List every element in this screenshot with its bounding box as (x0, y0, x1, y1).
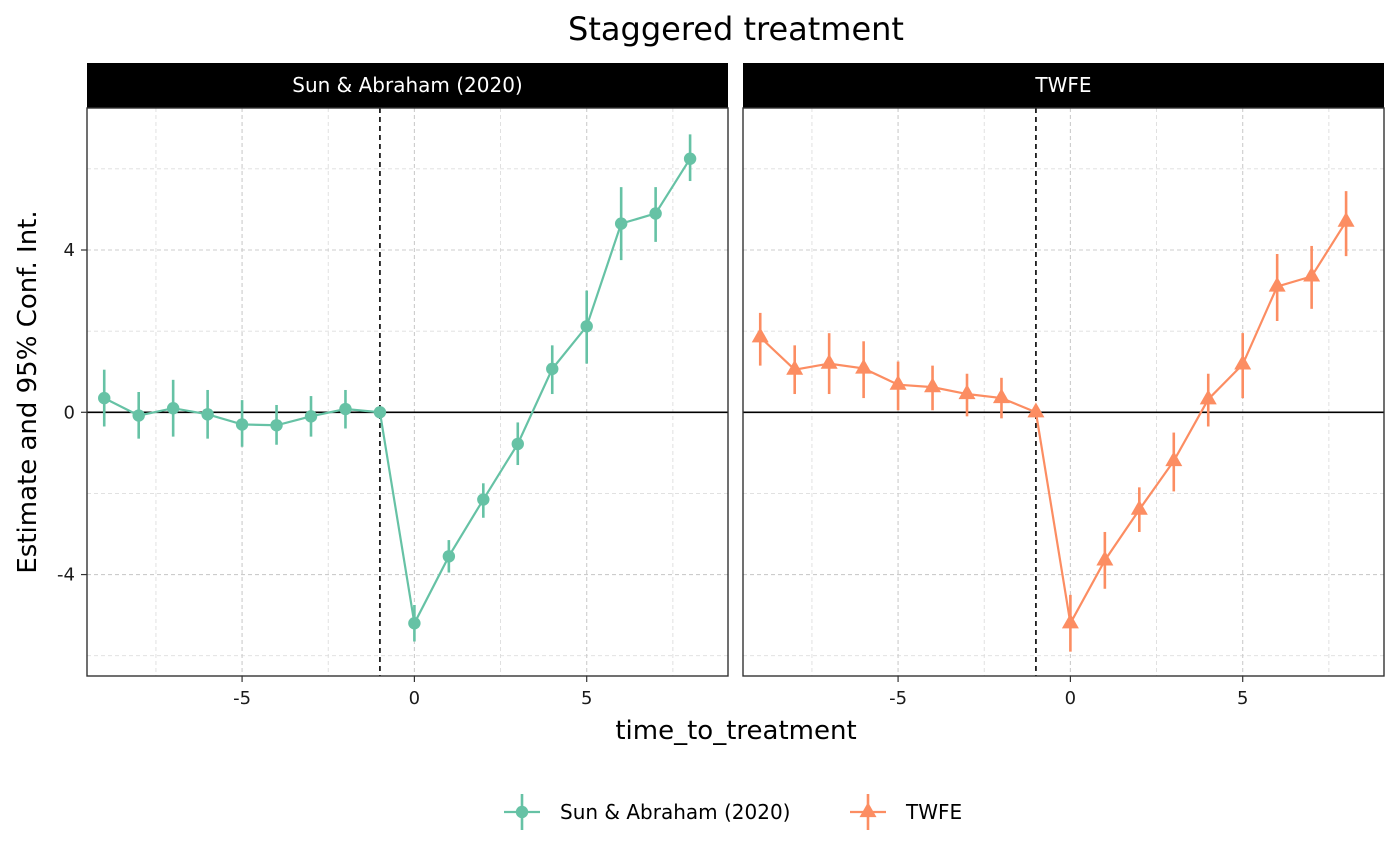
data-point (751, 327, 769, 343)
data-point (270, 419, 283, 432)
x-tick-label: 0 (409, 688, 420, 709)
legend: Sun & Abraham (2020) TWFE (504, 794, 962, 830)
data-point (98, 391, 111, 405)
data-point (580, 320, 593, 333)
data-point (614, 217, 628, 230)
data-point (442, 550, 456, 563)
data-point (201, 408, 214, 421)
data-point (1234, 354, 1252, 370)
data-point (304, 410, 318, 423)
facet-strip-label: TWFE (1034, 73, 1091, 97)
y-axis-title: Estimate and 95% Conf. Int. (13, 210, 43, 573)
y-tick-label: -4 (57, 565, 75, 586)
data-point (649, 207, 662, 220)
legend-item: Sun & Abraham (2020) (504, 794, 791, 830)
data-point (1027, 402, 1045, 418)
data-point (477, 493, 490, 506)
data-point (546, 362, 559, 376)
chart-title: Staggered treatment (568, 10, 904, 48)
data-point (855, 358, 873, 374)
data-point (1199, 389, 1217, 405)
panel-border (742, 107, 1385, 677)
panel-twfe: TWFE -5 0 5 (742, 63, 1385, 709)
data-point (820, 353, 838, 369)
facet-strip (87, 63, 728, 108)
data-point (132, 409, 145, 422)
data-point (1268, 276, 1286, 292)
legend-label: Sun & Abraham (2020) (560, 800, 791, 824)
data-point (1303, 266, 1321, 282)
data-point (992, 388, 1010, 404)
data-point (511, 437, 524, 451)
data-point (1165, 451, 1183, 467)
facet-strip (743, 63, 1384, 108)
data-point (889, 374, 907, 390)
x-tick-label: 5 (581, 688, 592, 709)
x-tick-label: 5 (1237, 688, 1248, 709)
data-point (958, 384, 976, 400)
legend-item: TWFE (850, 794, 962, 830)
x-tick-label: 0 (1065, 688, 1076, 709)
data-point (1061, 613, 1079, 629)
series-line (759, 221, 1348, 627)
data-point (1096, 550, 1114, 566)
data-point (166, 402, 180, 415)
legend-key-marker (515, 805, 529, 819)
data-point (683, 152, 697, 165)
data-point (373, 406, 387, 419)
y-tick-label: 0 (64, 402, 75, 423)
y-tick-label: 4 (64, 240, 75, 261)
x-tick-label: -5 (889, 688, 907, 709)
x-tick-label: -5 (233, 688, 251, 709)
data-point (339, 402, 352, 416)
panel-sun-abraham: Sun & Abraham (2020) -5 0 5 -4 0 4 (57, 63, 729, 709)
panel-border (86, 107, 729, 677)
data-point (408, 617, 421, 630)
x-axis-title: time_to_treatment (615, 716, 856, 746)
data-point (1130, 499, 1148, 515)
data-point (235, 418, 249, 431)
facet-strip-label: Sun & Abraham (2020) (292, 73, 523, 97)
data-point (1337, 211, 1355, 227)
legend-label: TWFE (905, 800, 962, 824)
data-point (786, 359, 804, 375)
legend-key-marker (859, 802, 877, 818)
data-point (924, 377, 942, 393)
